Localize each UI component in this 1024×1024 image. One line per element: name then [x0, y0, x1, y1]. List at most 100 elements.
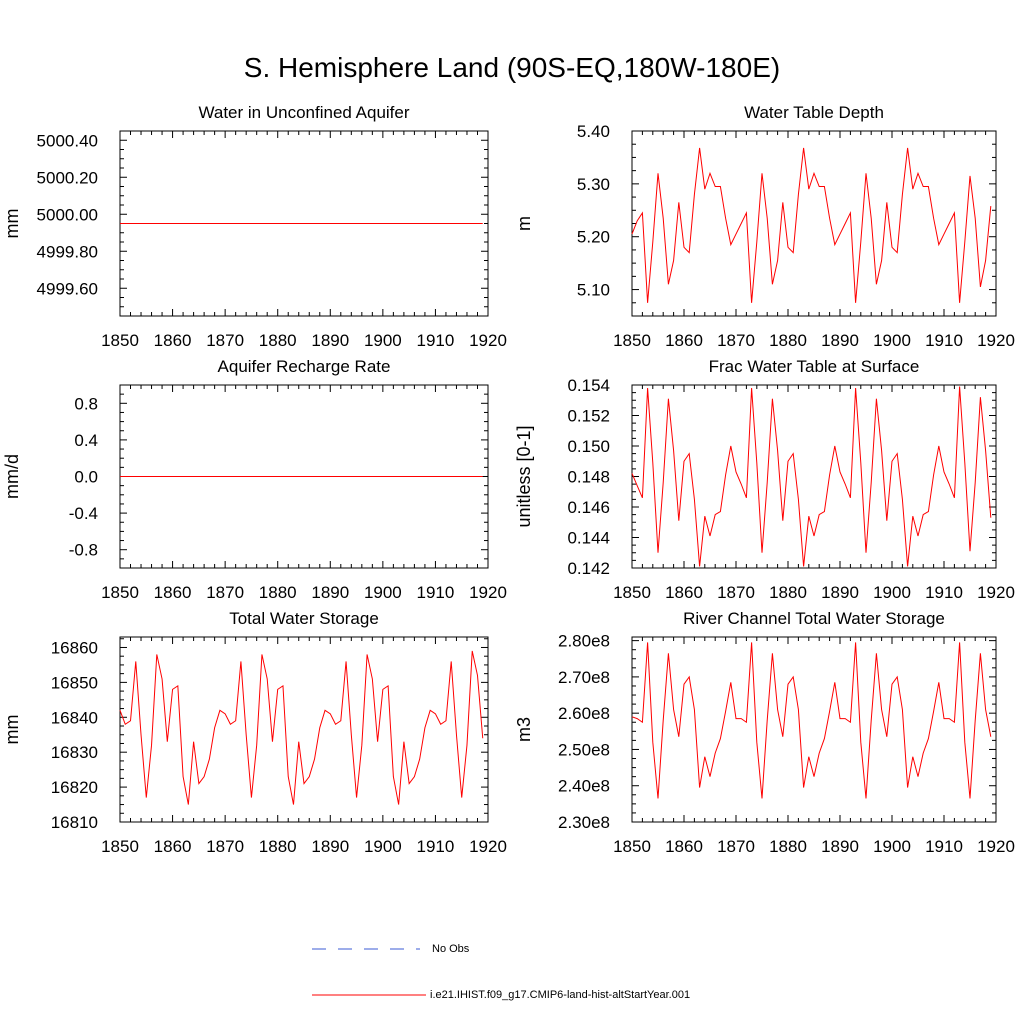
x-tick-label: 1870	[717, 837, 755, 856]
x-tick-label: 1850	[101, 331, 139, 350]
x-tick-label: 1860	[665, 837, 703, 856]
y-tick-label: 0.144	[567, 529, 610, 548]
y-tick-label: 5000.20	[37, 168, 98, 187]
x-tick-label: 1900	[873, 837, 911, 856]
chart-panel-5: 1850 1860 1870 1880 1890 1900 1910 1920 16810 168…	[2, 609, 507, 856]
y-axis-label: m3	[514, 717, 534, 742]
y-tick-label: -0.8	[69, 541, 98, 560]
x-tick-label: 1920	[469, 331, 507, 350]
y-tick-label: 16850	[51, 673, 98, 692]
x-tick-label: 1880	[259, 331, 297, 350]
y-axis-label: mm	[2, 715, 22, 745]
plot-frame	[631, 384, 997, 569]
x-tick-label: 1920	[977, 837, 1015, 856]
chart-panel-1: 1850 1860 1870 1880 1890 1900 1910 1920 4999.60 4…	[2, 103, 507, 350]
x-tick-label: 1920	[469, 837, 507, 856]
x-tick-label: 1850	[101, 583, 139, 602]
x-tick-label: 1880	[769, 331, 807, 350]
chart-title: Water Table Depth	[744, 103, 884, 122]
x-tick-label: 1920	[469, 583, 507, 602]
legend-obs-label: No Obs	[432, 943, 470, 955]
plot-frame	[631, 636, 997, 823]
y-tick-label: 4999.80	[37, 242, 98, 261]
y-tick-label: 0.4	[74, 431, 98, 450]
chart-title: River Channel Total Water Storage	[683, 609, 945, 628]
legend-model-swatch	[312, 994, 426, 996]
x-tick-label: 1870	[717, 583, 755, 602]
y-axis-label: mm/d	[2, 454, 22, 499]
x-tick-label: 1910	[925, 331, 963, 350]
y-tick-label: 5000.40	[37, 131, 98, 150]
x-tick-label: 1900	[364, 583, 402, 602]
y-axis-label: unitless [0-1]	[514, 425, 534, 527]
y-tick-label: 2.50e8	[558, 740, 610, 759]
x-tick-label: 1920	[977, 583, 1015, 602]
y-tick-label: 0.152	[567, 407, 610, 426]
x-tick-label: 1850	[101, 837, 139, 856]
y-tick-label: 0.148	[567, 468, 610, 487]
x-tick-label: 1870	[206, 331, 244, 350]
y-tick-label: 5.10	[577, 281, 610, 300]
series-line-1	[119, 650, 484, 805]
x-tick-label: 1880	[769, 837, 807, 856]
x-tick-label: 1850	[613, 837, 651, 856]
x-tick-label: 1900	[364, 331, 402, 350]
x-tick-label: 1870	[206, 837, 244, 856]
x-tick-label: 1880	[769, 583, 807, 602]
x-tick-label: 1910	[925, 837, 963, 856]
x-tick-label: 1920	[977, 331, 1015, 350]
y-tick-label: -0.4	[69, 504, 98, 523]
x-tick-label: 1850	[613, 583, 651, 602]
y-tick-label: 0.154	[567, 376, 610, 395]
x-tick-label: 1910	[417, 331, 455, 350]
chart-title: Frac Water Table at Surface	[709, 357, 920, 376]
series-line-1	[631, 642, 992, 799]
plot-frame	[631, 130, 997, 317]
chart-title: Water in Unconfined Aquifer	[198, 103, 409, 122]
y-tick-label: 2.80e8	[558, 632, 610, 651]
y-tick-label: 2.70e8	[558, 668, 610, 687]
y-tick-label: 16860	[51, 638, 98, 657]
chart-panel-3: 1850 1860 1870 1880 1890 1900 1910 1920 -0.8 -0.4…	[2, 357, 507, 602]
y-axis-label: m	[514, 216, 534, 231]
y-tick-label: 4999.60	[37, 279, 98, 298]
chart-panel-2: 1850 1860 1870 1880 1890 1900 1910 1920 5.10 5.20…	[514, 103, 1015, 350]
x-tick-label: 1890	[821, 583, 859, 602]
y-tick-label: 5.20	[577, 228, 610, 247]
legend-model-label: i.e21.IHIST.f09_g17.CMIP6-land-hist-altS…	[430, 989, 691, 1001]
x-tick-label: 1860	[154, 837, 192, 856]
y-tick-label: 16840	[51, 708, 98, 727]
legend-obs-swatch	[312, 948, 420, 950]
y-tick-label: 5.30	[577, 175, 610, 194]
x-tick-label: 1900	[873, 583, 911, 602]
y-tick-label: 0.150	[567, 437, 610, 456]
main-title: S. Hemisphere Land (90S-EQ,180W-180E)	[243, 52, 781, 83]
x-tick-label: 1890	[821, 331, 859, 350]
x-tick-label: 1890	[311, 331, 349, 350]
y-tick-label: 16810	[51, 813, 98, 832]
x-tick-label: 1880	[259, 837, 297, 856]
chart-panel-6: 1850 1860 1870 1880 1890 1900 1910 1920 2.30e8 2.…	[514, 609, 1015, 856]
series-line-1	[631, 386, 992, 567]
x-tick-label: 1880	[259, 583, 297, 602]
x-tick-label: 1870	[717, 331, 755, 350]
x-tick-label: 1860	[154, 331, 192, 350]
x-tick-label: 1910	[417, 583, 455, 602]
y-tick-label: 2.60e8	[558, 704, 610, 723]
y-tick-label: 0.8	[74, 394, 98, 413]
y-axis-label: mm	[2, 209, 22, 239]
y-tick-label: 0.0	[74, 468, 98, 487]
x-tick-label: 1890	[311, 837, 349, 856]
plot-frame	[119, 636, 489, 823]
x-tick-label: 1890	[821, 837, 859, 856]
chart-title: Total Water Storage	[229, 609, 379, 628]
y-tick-label: 16830	[51, 743, 98, 762]
x-tick-label: 1900	[364, 837, 402, 856]
x-tick-label: 1890	[311, 583, 349, 602]
x-tick-label: 1910	[417, 837, 455, 856]
x-tick-label: 1910	[925, 583, 963, 602]
x-tick-label: 1860	[665, 331, 703, 350]
y-tick-label: 5.40	[577, 122, 610, 141]
y-tick-label: 2.40e8	[558, 777, 610, 796]
